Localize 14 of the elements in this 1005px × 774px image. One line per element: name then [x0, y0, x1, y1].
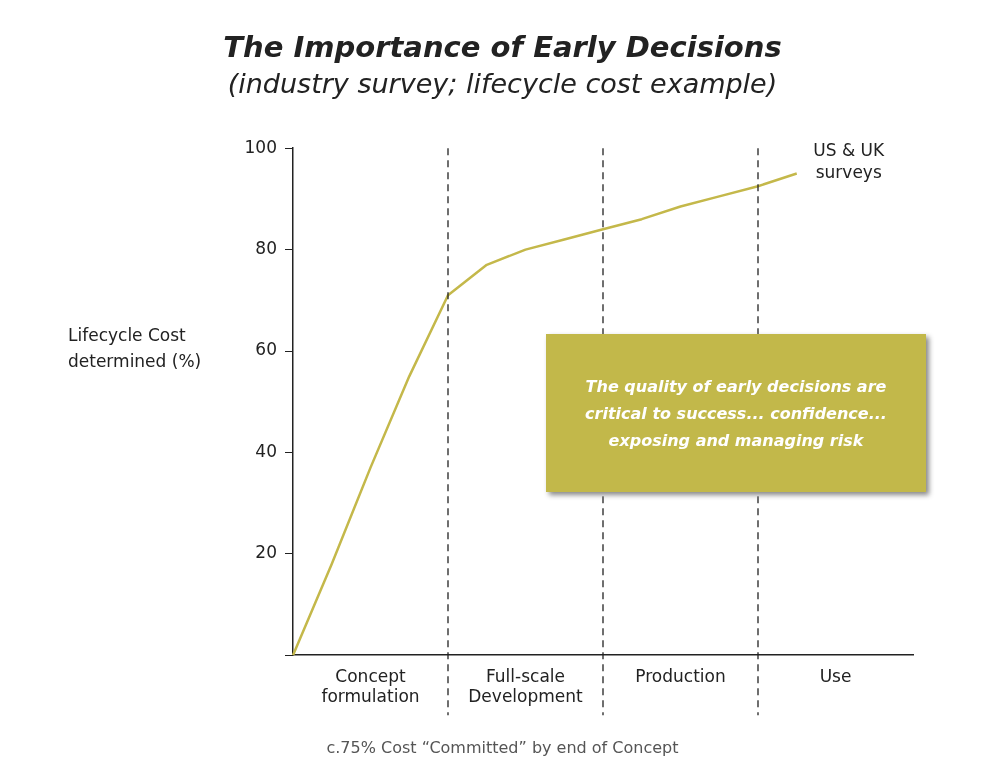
- x-tick-label: Full-scale Development: [468, 665, 584, 707]
- x-tick-label: Use: [819, 665, 852, 686]
- series-label: US & UK surveys: [813, 139, 886, 182]
- x-tick-label: Concept formulation: [321, 665, 420, 707]
- y-tick-label: 100: [244, 136, 277, 157]
- y-tick-label: 60: [255, 339, 277, 360]
- chart-title: The Importance of Early Decisions: [222, 30, 783, 64]
- y-axis-title: Lifecycle Cost determined (%): [68, 324, 203, 373]
- x-tick-label: Production: [635, 665, 726, 686]
- y-tick-label: 80: [255, 238, 277, 259]
- y-tick-label: 20: [255, 542, 277, 563]
- y-tick-label: 40: [255, 440, 277, 461]
- chart-subtitle: (industry survey; lifecycle cost example): [226, 68, 779, 99]
- text: c.75% Cost “Committed” by end of Concept: [325, 738, 680, 757]
